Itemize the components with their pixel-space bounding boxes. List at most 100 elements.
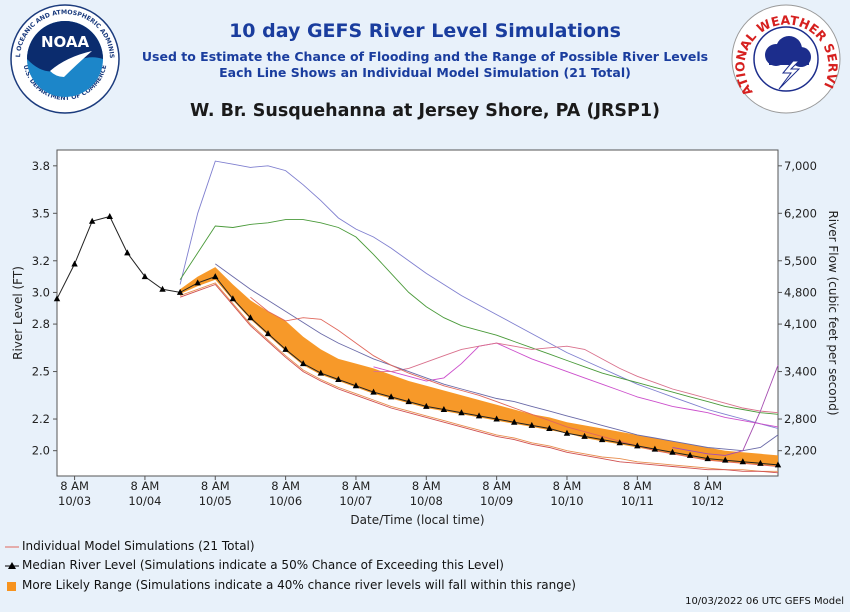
x-tick-label-time: 8 AM	[623, 479, 652, 493]
noaa-logo: NATIONAL OCEANIC AND ATMOSPHERIC ADMINIS…	[6, 3, 120, 114]
y-tick-label: 3.8	[32, 159, 50, 173]
right-tick-label: 2,800	[784, 412, 817, 426]
y-tick-label: 3.2	[32, 254, 50, 268]
median-marker	[264, 330, 272, 337]
median-marker	[106, 212, 113, 219]
median-marker	[423, 402, 430, 409]
median-marker	[299, 360, 307, 367]
noaa-logo-text: NOAA	[41, 33, 90, 51]
median-marker	[739, 458, 747, 465]
legend-individual-label: Individual Model Simulations (21 Total)	[22, 539, 255, 553]
x-tick-label-date: 10/07	[339, 494, 372, 508]
median-marker	[493, 415, 500, 422]
x-tick-label-time: 8 AM	[60, 479, 89, 493]
y-tick-label: 3.0	[32, 285, 50, 299]
y-tick-label: 2.5	[32, 365, 50, 379]
median-marker	[651, 445, 659, 452]
x-tick-label-date: 10/11	[621, 494, 654, 508]
median-marker	[634, 442, 641, 449]
x-tick-label-date: 10/10	[550, 494, 583, 508]
median-marker	[212, 273, 219, 280]
legend-range-swatch	[7, 582, 16, 591]
median-marker	[141, 273, 149, 280]
plot-area	[56, 149, 779, 477]
median-marker	[405, 398, 412, 405]
y-tick-label: 2.8	[32, 317, 50, 331]
x-tick-label-date: 10/06	[269, 494, 302, 508]
simulation-line-1	[179, 160, 779, 429]
simulation-line-9	[179, 283, 779, 474]
median-marker	[176, 288, 184, 295]
x-tick-label-time: 8 AM	[553, 479, 582, 493]
median-marker	[563, 429, 571, 436]
chart-subtitle-1: Used to Estimate the Chance of Flooding …	[141, 49, 709, 64]
median-marker	[774, 461, 782, 468]
median-marker	[53, 295, 61, 302]
median-marker	[598, 436, 606, 443]
y-axis-label-right: River Flow (cubic feet per second)	[826, 210, 840, 415]
model-run-footer: 10/03/2022 06 UTC GEFS Model	[685, 596, 844, 607]
chart-title: 10 day GEFS River Level Simulations	[229, 20, 621, 42]
x-axis-label: Date/Time (local time)	[350, 513, 484, 527]
simulation-line-6	[672, 365, 779, 456]
median-marker	[282, 345, 289, 352]
x-tick-label-date: 10/05	[199, 494, 232, 508]
x-tick-label-date: 10/03	[58, 494, 91, 508]
simulation-line-2	[179, 219, 779, 415]
median-marker	[387, 393, 395, 400]
median-marker	[722, 456, 729, 463]
median-marker	[581, 432, 588, 439]
x-tick-label-time: 8 AM	[693, 479, 722, 493]
median-marker	[229, 295, 237, 302]
chart-subtitle-2: Each Line Shows an Individual Model Simu…	[219, 65, 631, 80]
right-tick-label: 2,200	[784, 444, 817, 458]
simulation-line-4	[373, 342, 779, 414]
station-name: W. Br. Susquehanna at Jersey Shore, PA (…	[189, 101, 661, 121]
right-tick-label: 7,000	[784, 159, 817, 173]
median-marker	[528, 421, 536, 428]
right-tick-label: 5,500	[784, 254, 817, 268]
median-marker	[247, 314, 254, 321]
median-marker	[352, 382, 360, 389]
median-marker	[159, 285, 166, 292]
median-marker	[335, 375, 342, 382]
y-tick-label: 3.5	[32, 206, 50, 220]
legend-median-label: Median River Level (Simulations indicate…	[22, 558, 504, 572]
y-axis-label: River Level (FT)	[11, 266, 25, 360]
x-tick-label-time: 8 AM	[342, 479, 371, 493]
x-tick-label-date: 10/12	[691, 494, 724, 508]
y-tick-label: 2.0	[32, 444, 50, 458]
legend-range-label: More Likely Range (Simulations indicate …	[22, 578, 576, 592]
legend-median-swatch	[5, 562, 19, 569]
median-marker	[757, 459, 764, 466]
simulation-line-3	[373, 342, 779, 428]
right-tick-label: 6,200	[784, 206, 817, 220]
right-tick-label: 4,100	[784, 317, 817, 331]
x-tick-label-time: 8 AM	[201, 479, 230, 493]
nws-logo: NATIONAL WEATHER SERVICE	[729, 3, 841, 114]
median-marker	[370, 388, 377, 395]
simulation-line-5	[215, 263, 779, 452]
x-tick-label-time: 8 AM	[482, 479, 511, 493]
x-tick-label-date: 10/08	[410, 494, 443, 508]
median-marker	[440, 406, 448, 413]
x-tick-label-time: 8 AM	[412, 479, 441, 493]
x-tick-label-time: 8 AM	[271, 479, 300, 493]
median-marker	[71, 260, 78, 267]
median-marker	[686, 451, 694, 458]
right-tick-label: 4,800	[784, 285, 817, 299]
y-tick-label: 2.2	[32, 412, 50, 426]
median-marker	[704, 455, 711, 462]
median-marker	[458, 409, 465, 416]
median-marker	[124, 249, 131, 256]
median-marker	[616, 439, 623, 446]
median-marker	[475, 412, 483, 419]
x-tick-label-date: 10/09	[480, 494, 513, 508]
median-marker	[194, 279, 201, 286]
median-marker	[317, 369, 324, 376]
legend-individual-swatch	[5, 546, 19, 548]
median-marker	[669, 448, 676, 455]
simulation-line-8	[179, 282, 778, 472]
median-marker	[511, 418, 518, 425]
